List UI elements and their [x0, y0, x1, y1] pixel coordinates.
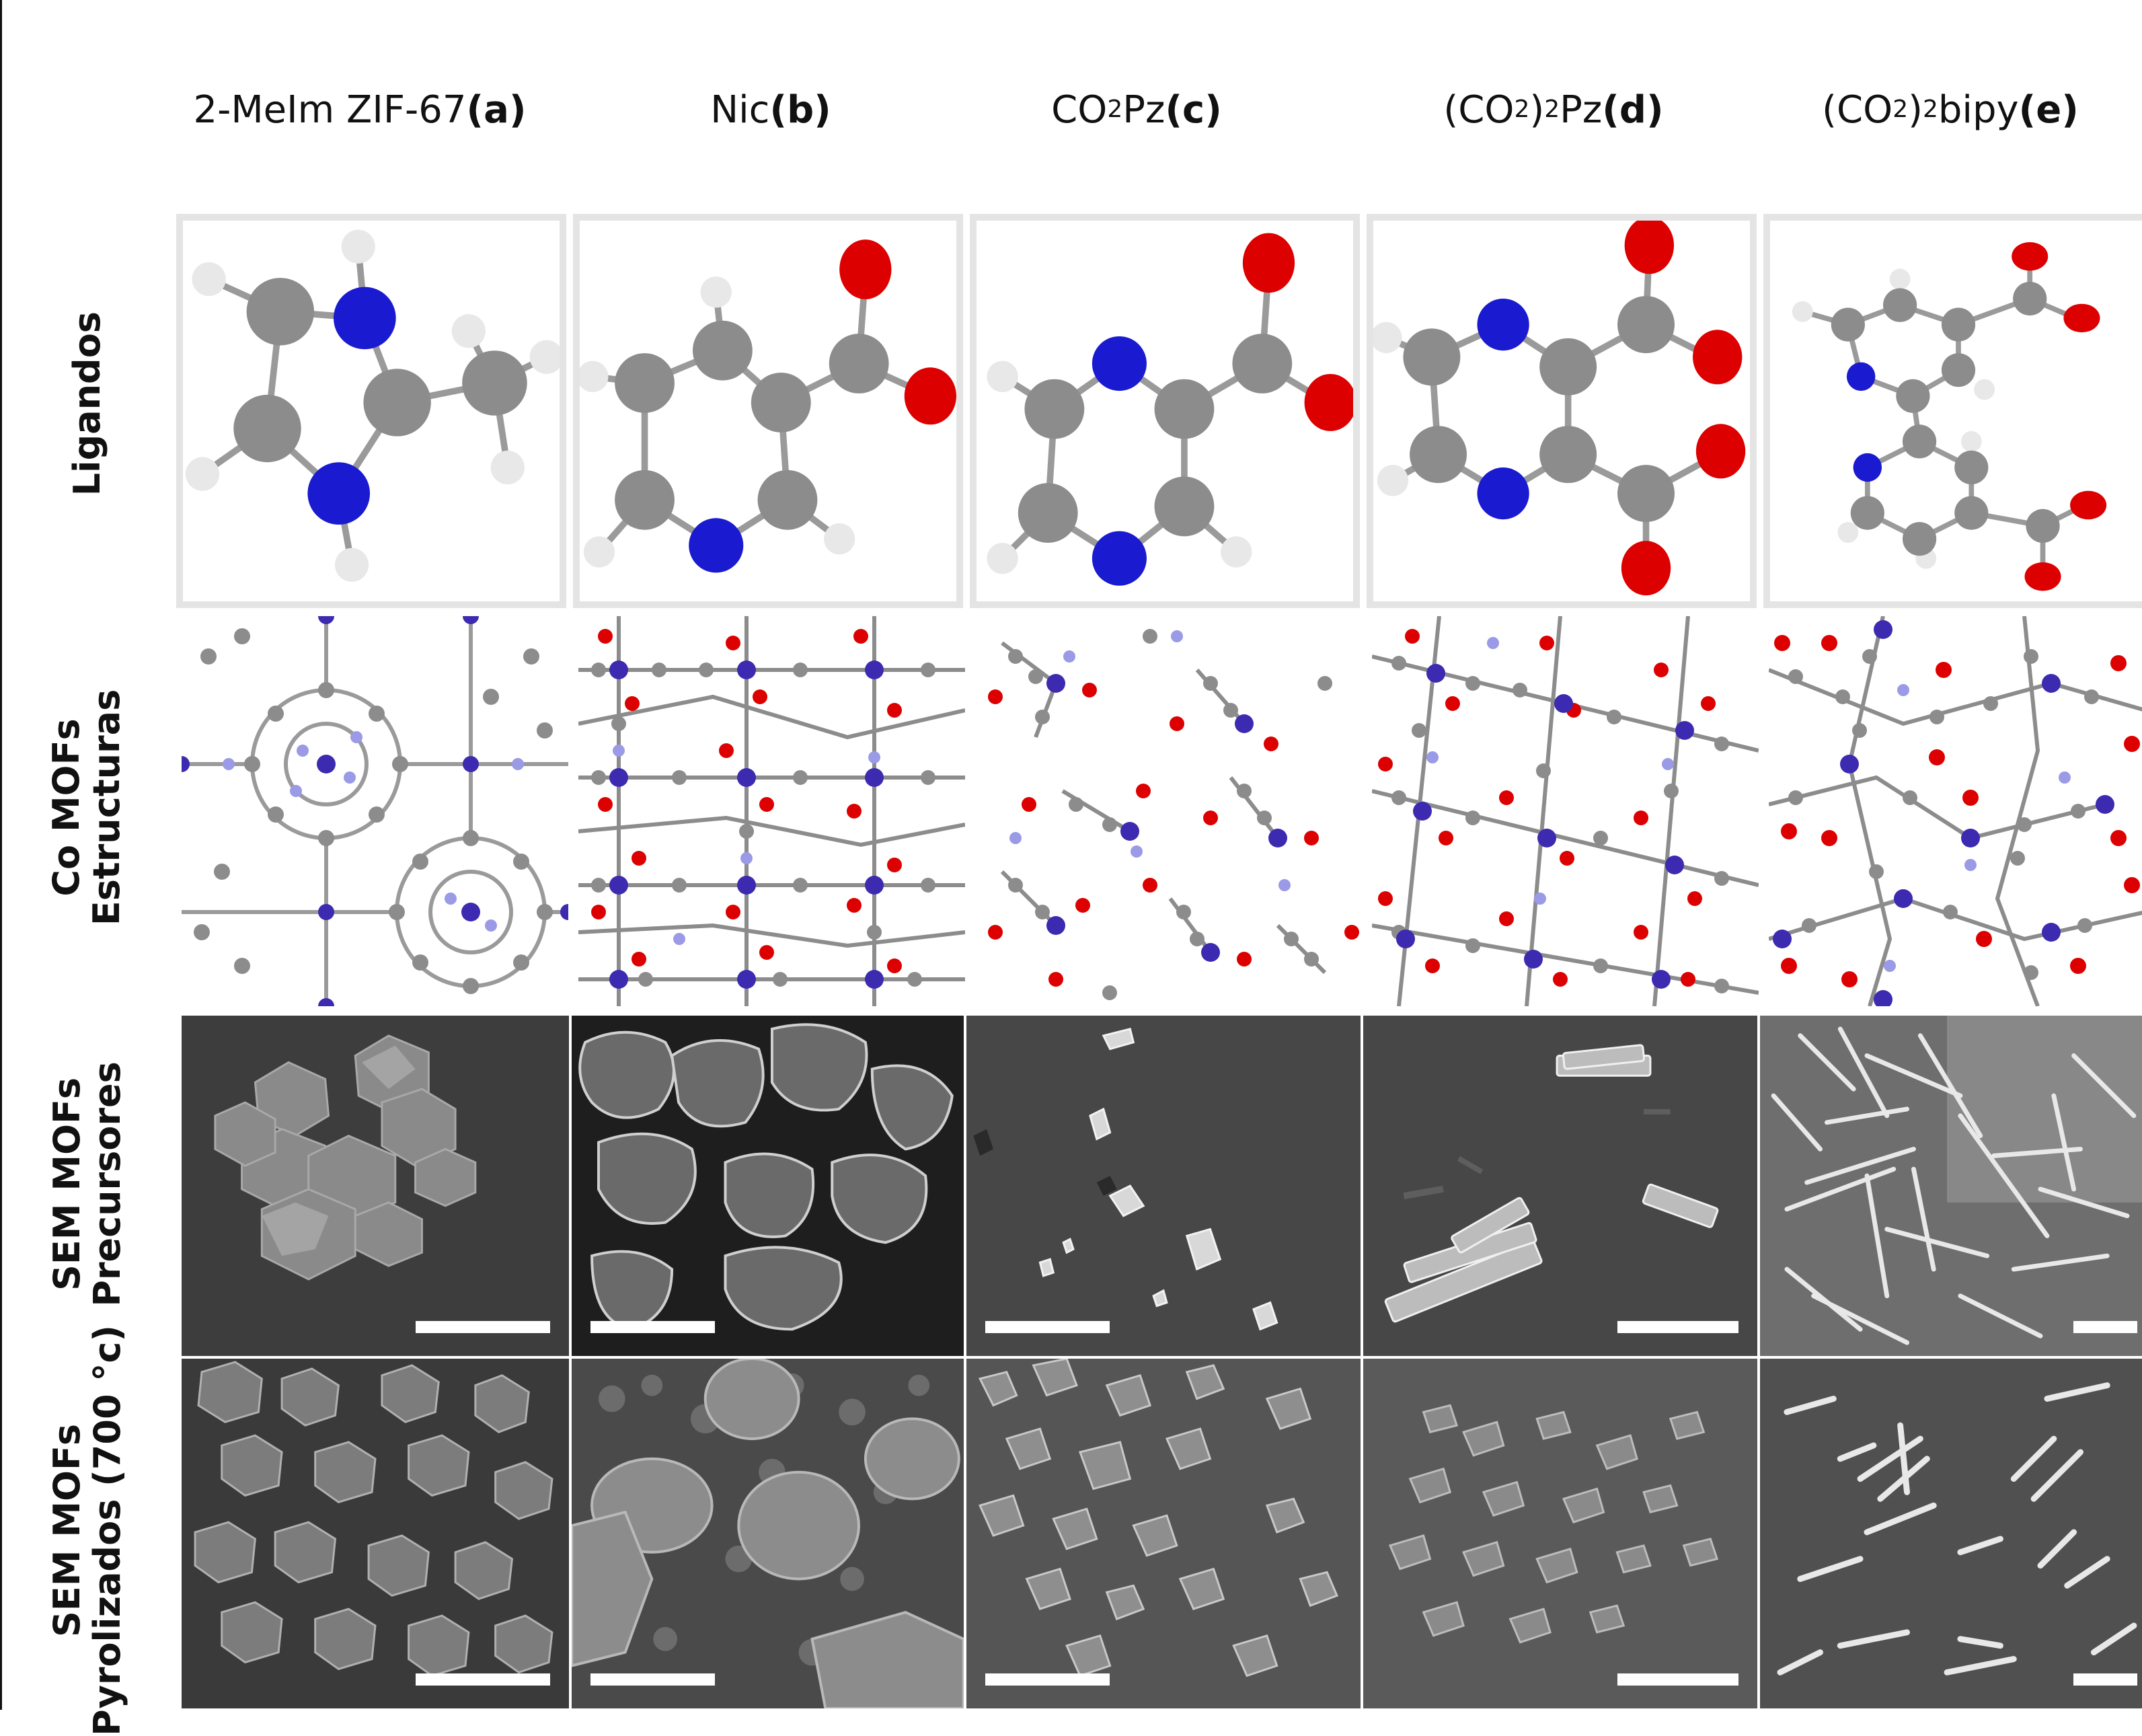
sem-precursor-co2-2pz [1362, 1014, 1759, 1357]
column-heading-e: (CO 2) 2 bipy (e) [1822, 87, 2079, 132]
sem-precursor-zif67-image [214, 1034, 477, 1281]
ligand-co2-2pz-model [1373, 221, 1746, 596]
column-heading-d: (CO 2) 2 Pz (d) [1443, 87, 1664, 132]
sem-precursor-nic-image [578, 1023, 954, 1331]
row-label-ligands: Ligandos [65, 311, 108, 496]
left-border-line [0, 0, 2, 1710]
structure-co-co2-2pz [1372, 616, 1759, 1006]
ligand-co2pz-model [987, 233, 1353, 586]
structure-co-co2pz-model [988, 629, 1359, 1000]
ligand-co2pz [970, 214, 1360, 608]
sem-precursor-co2-2bipy [1759, 1014, 2142, 1357]
structure-zif67-model [182, 616, 568, 1006]
sem-pyrolyzed-co2-2pz [1362, 1357, 1759, 1710]
ligand-co2-2bipy [1763, 214, 2142, 608]
sem-pyrolyzed-zif67 [180, 1357, 570, 1710]
sem-precursor-zif67 [180, 1014, 570, 1357]
structure-co-co2-2bipy [1769, 616, 2142, 1006]
structure-co-nic-model [578, 616, 965, 1006]
ligand-co2-2pz [1367, 214, 1757, 608]
sem-precursor-co2-2pz-image [1384, 1044, 1719, 1323]
scale-bar [2073, 1673, 2137, 1686]
scale-bar [1617, 1673, 1738, 1686]
sem-pyrolyzed-nic [570, 1357, 965, 1710]
sem-precursor-co2-2bipy-image [1771, 1016, 2142, 1345]
column-heading-c: CO 2 Pz (c) [1051, 87, 1222, 132]
sem-pyrolyzed-zif67-image [194, 1361, 553, 1677]
structure-co-nic [578, 616, 965, 1006]
ligand-nic-model [580, 239, 956, 573]
scale-bar [985, 1673, 1110, 1686]
scale-bar [1617, 1321, 1738, 1333]
structure-zif67 [182, 616, 568, 1006]
sem-precursor-co2pz-image [973, 1028, 1278, 1331]
sem-precursor-co2pz [965, 1014, 1362, 1357]
column-heading-b: Nic (b) [710, 87, 831, 132]
sem-pyrolyzed-co2pz-image [978, 1359, 1338, 1677]
row-label-sem-pyrolyzed: SEM MOFs Pyrolizados (700 °c) [45, 1324, 129, 1736]
sem-pyrolyzed-co2-2pz-image [1388, 1404, 1719, 1644]
sem-precursor-nic [570, 1014, 965, 1357]
sem-pyrolyzed-co2pz [965, 1357, 1362, 1710]
scale-bar [416, 1321, 550, 1333]
column-heading-a: 2-MeIm ZIF-67 (a) [193, 87, 527, 132]
sem-pyrolyzed-nic-image [572, 1359, 964, 1708]
row-label-sem-precursors: SEM MOFs Precursores [45, 1061, 128, 1307]
scale-bar [590, 1673, 715, 1686]
row-label-structures: Co MOFs Estructuras [45, 689, 128, 926]
sem-pyrolyzed-co2-2bipy [1759, 1357, 2142, 1710]
ligand-2-meim [176, 214, 566, 608]
scale-bar [985, 1321, 1110, 1333]
sem-pyrolyzed-co2-2bipy-image [1777, 1382, 2137, 1675]
ligand-co2-2bipy-model [1792, 241, 2107, 591]
ligand-nic [573, 214, 963, 608]
structure-co-co2-2pz-model [1372, 616, 1759, 1006]
structure-co-co2-2bipy-model [1769, 616, 2142, 1006]
scale-bar [416, 1673, 550, 1686]
ligand-2-meim-model [185, 229, 560, 582]
scale-bar [2073, 1321, 2137, 1333]
structure-co-co2pz [975, 616, 1362, 1006]
scale-bar [590, 1321, 715, 1333]
